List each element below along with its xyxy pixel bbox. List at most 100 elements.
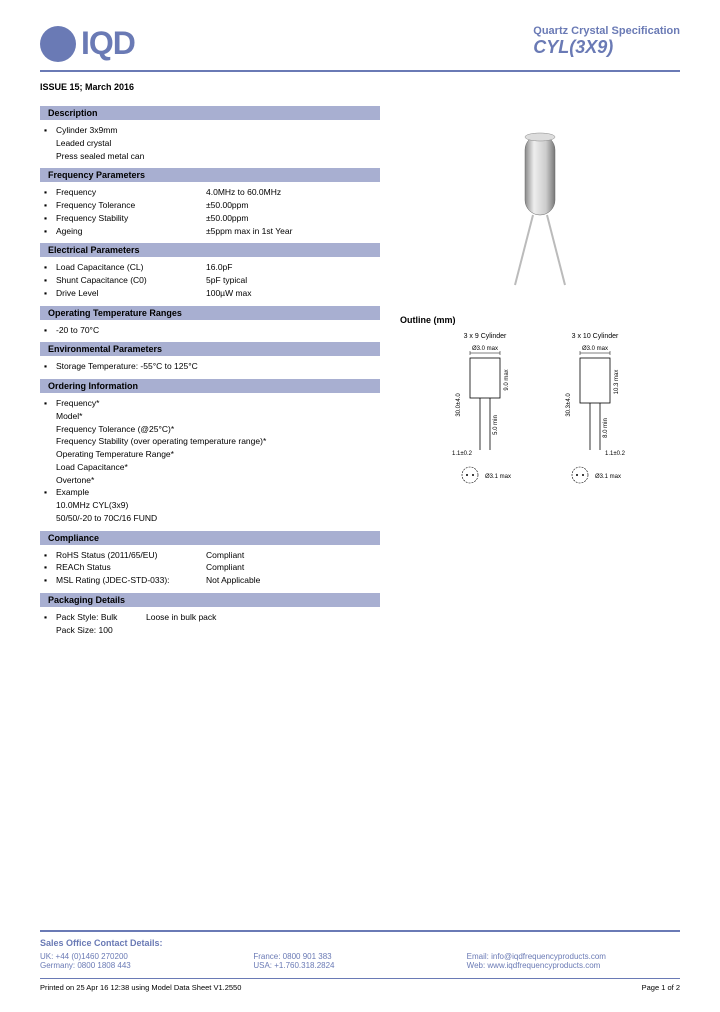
dim-text: 5.0 min [493, 415, 499, 435]
bullet-icon: ▪ [44, 287, 56, 300]
ordering-item: Overtone* [44, 474, 380, 487]
page-number: Page 1 of 2 [642, 983, 680, 992]
right-column: Outline (mm) 3 x 9 Cylinder Ø3.0 max 9.0… [400, 100, 680, 636]
outline-diagram-2: 3 x 10 Cylinder Ø3.0 max 10.3 max 8.0 mi… [550, 333, 640, 492]
dim-text: Ø3.1 max [485, 474, 511, 480]
param-label: Frequency Stability [56, 212, 206, 225]
printed-info: Printed on 25 Apr 16 12:38 using Model D… [40, 983, 241, 992]
contact-row: UK: +44 (0)1460 270200 France: 0800 901 … [40, 952, 680, 961]
contact-de: Germany: 0800 1808 443 [40, 961, 253, 970]
contact-us: USA: +1.760.318.2824 [253, 961, 466, 970]
contact-row: Germany: 0800 1808 443 USA: +1.760.318.2… [40, 961, 680, 970]
optemp-item: -20 to 70°C [56, 324, 99, 337]
dim-text: 1.1±0.2 [605, 451, 626, 457]
logo: IQD [40, 25, 135, 62]
env-item: Storage Temperature: -55°C to 125°C [56, 360, 198, 373]
ordering-item: Load Capacitance* [44, 461, 380, 474]
dim-text: 9.0 max [504, 369, 510, 390]
bullet-icon: ▪ [44, 360, 56, 373]
bullet-icon: ▪ [44, 574, 56, 587]
bullet-icon: ▪ [44, 225, 56, 238]
contact-header: Sales Office Contact Details: [40, 938, 680, 948]
content-area: Description ▪Cylinder 3x9mm Leaded cryst… [40, 100, 680, 636]
spec-title: Quartz Crystal Specification [533, 25, 680, 37]
bullet-icon: ▪ [44, 397, 56, 410]
datasheet-page: IQD Quartz Crystal Specification CYL(3X9… [0, 0, 720, 1012]
param-value: 5pF typical [206, 274, 380, 287]
diagram-title: 3 x 9 Cylinder [440, 333, 530, 340]
bullet-icon: ▪ [44, 274, 56, 287]
section-header-env: Environmental Parameters [40, 342, 380, 356]
section-body-ordering: ▪Frequency* Model* Frequency Tolerance (… [40, 397, 380, 525]
bullet-icon: ▪ [44, 324, 56, 337]
dim-text: Ø3.1 max [595, 474, 621, 480]
desc-item: Cylinder 3x9mm [56, 124, 117, 137]
param-label: MSL Rating (JDEC-STD-033): [56, 574, 206, 587]
header-title-block: Quartz Crystal Specification CYL(3X9) [533, 25, 680, 58]
bullet-icon: ▪ [44, 124, 56, 137]
bullet-icon: ▪ [44, 549, 56, 562]
section-header-freq: Frequency Parameters [40, 168, 380, 182]
bullet-icon: ▪ [44, 561, 56, 574]
logo-circle-icon [40, 26, 76, 62]
ordering-item: Frequency Tolerance (@25°C)* [44, 423, 380, 436]
param-value: 16.0pF [206, 261, 380, 274]
footer-bottom: Printed on 25 Apr 16 12:38 using Model D… [40, 978, 680, 992]
ordering-item: Operating Temperature Range* [44, 448, 380, 461]
desc-item: Leaded crystal [44, 137, 380, 150]
section-header-elec: Electrical Parameters [40, 243, 380, 257]
section-header-description: Description [40, 106, 380, 120]
contact-email: Email: info@iqdfrequencyproducts.com [467, 952, 680, 961]
pack-value: Loose in bulk pack [146, 611, 216, 624]
param-label: Frequency [56, 186, 206, 199]
pack-label: Pack Style: Bulk [56, 611, 146, 624]
ordering-lead: Example [56, 486, 89, 499]
section-header-ordering: Ordering Information [40, 379, 380, 393]
bullet-icon: ▪ [44, 199, 56, 212]
param-label: RoHS Status (2011/65/EU) [56, 549, 206, 562]
ordering-item: 50/50/-20 to 70C/16 FUND [44, 512, 380, 525]
dim-text: 8.0 min [603, 418, 609, 438]
param-label: Drive Level [56, 287, 206, 300]
section-body-description: ▪Cylinder 3x9mm Leaded crystal Press sea… [40, 124, 380, 162]
contact-fr: France: 0800 901 383 [253, 952, 466, 961]
ordering-lead: Frequency* [56, 397, 99, 410]
param-label: REACh Status [56, 561, 206, 574]
dim-text: Ø3.0 max [472, 346, 498, 352]
section-body-elec: ▪Load Capacitance (CL)16.0pF ▪Shunt Capa… [40, 261, 380, 299]
param-value: 100µW max [206, 287, 380, 300]
param-value: Not Applicable [206, 574, 380, 587]
param-value: Compliant [206, 549, 380, 562]
param-label: Load Capacitance (CL) [56, 261, 206, 274]
bullet-icon: ▪ [44, 486, 56, 499]
param-value: ±5ppm max in 1st Year [206, 225, 380, 238]
param-label: Frequency Tolerance [56, 199, 206, 212]
dim-text: 30.0±4.0 [456, 393, 462, 417]
bullet-icon: ▪ [44, 611, 56, 624]
section-header-packaging: Packaging Details [40, 593, 380, 607]
dim-text: 30.3±4.0 [566, 393, 572, 417]
issue-line: ISSUE 15; March 2016 [40, 82, 680, 92]
ordering-item: 10.0MHz CYL(3x9) [44, 499, 380, 512]
section-header-optemp: Operating Temperature Ranges [40, 306, 380, 320]
section-body-optemp: ▪-20 to 70°C [40, 324, 380, 337]
outline-drawing-icon: Ø3.0 max 9.0 max 5.0 min 30.0±4.0 1.1±0.… [440, 340, 530, 490]
pack-size: Pack Size: 100 [44, 624, 380, 637]
product-image [465, 120, 615, 300]
param-value: Compliant [206, 561, 380, 574]
section-body-freq: ▪Frequency4.0MHz to 60.0MHz ▪Frequency T… [40, 186, 380, 237]
contact-uk: UK: +44 (0)1460 270200 [40, 952, 253, 961]
ordering-item: Frequency Stability (over operating temp… [44, 435, 380, 448]
page-header: IQD Quartz Crystal Specification CYL(3X9… [40, 25, 680, 72]
dim-text: 10.3 max [614, 370, 620, 395]
outline-drawing-icon: Ø3.0 max 10.3 max 8.0 min 30.3±4.0 1.1±0… [550, 340, 640, 490]
left-column: Description ▪Cylinder 3x9mm Leaded cryst… [40, 100, 380, 636]
param-value: 4.0MHz to 60.0MHz [206, 186, 380, 199]
param-label: Shunt Capacitance (C0) [56, 274, 206, 287]
outline-title: Outline (mm) [400, 315, 680, 325]
diagram-title: 3 x 10 Cylinder [550, 333, 640, 340]
desc-item: Press sealed metal can [44, 150, 380, 163]
footer-divider [40, 930, 680, 932]
outline-diagrams: 3 x 9 Cylinder Ø3.0 max 9.0 max 5.0 min … [400, 333, 680, 492]
dim-text: Ø3.0 max [582, 346, 608, 352]
